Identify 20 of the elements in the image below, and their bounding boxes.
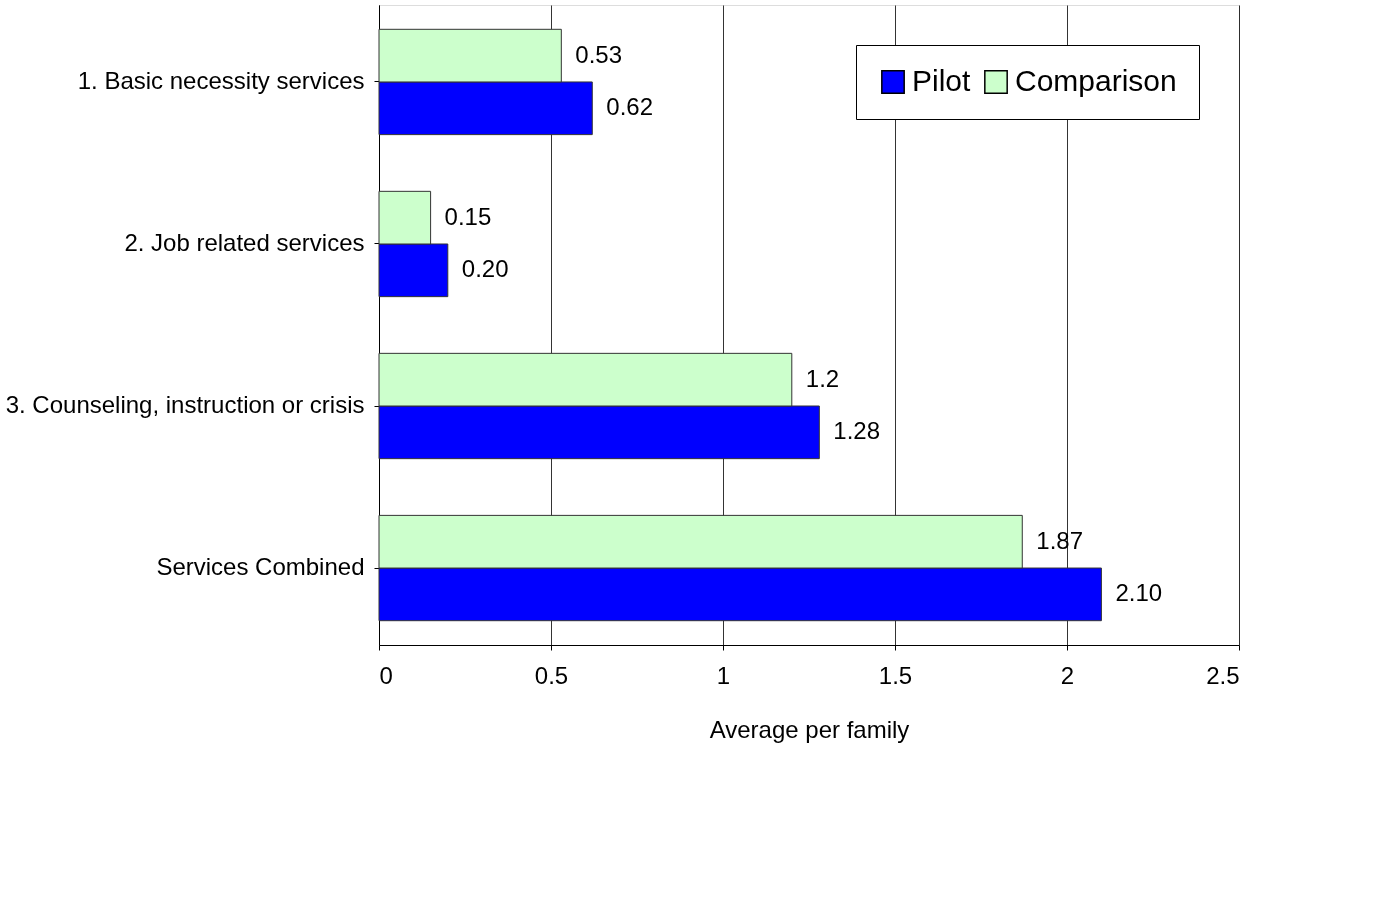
x-tick-label: 1 xyxy=(716,661,731,689)
x-tick-label: 2 xyxy=(1060,661,1075,689)
data-label: 0.15 xyxy=(444,202,492,230)
y-tick-label: 3. Counseling, instruction or crisis xyxy=(5,391,365,419)
data-label: 0.53 xyxy=(575,40,623,68)
x-tick-label: 0.5 xyxy=(534,661,569,689)
data-label: 0.20 xyxy=(461,255,509,283)
x-axis-title: Average per family xyxy=(709,715,910,743)
y-tick-label: 2. Job related services xyxy=(124,228,365,256)
x-tick-label: 0 xyxy=(379,661,393,689)
legend-label: Pilot xyxy=(912,64,972,97)
data-label: 2.10 xyxy=(1115,579,1163,607)
x-tick-label: 1.5 xyxy=(878,661,913,689)
legend-label: Comparison xyxy=(1015,64,1177,97)
y-tick-label: Services Combined xyxy=(156,553,365,581)
data-label: 0.62 xyxy=(606,93,653,121)
data-label: 1.28 xyxy=(833,417,881,445)
x-tick-label: 2.5 xyxy=(1206,661,1240,689)
data-label: 1.2 xyxy=(805,364,840,392)
y-tick-label: 1. Basic necessity services xyxy=(77,66,365,94)
